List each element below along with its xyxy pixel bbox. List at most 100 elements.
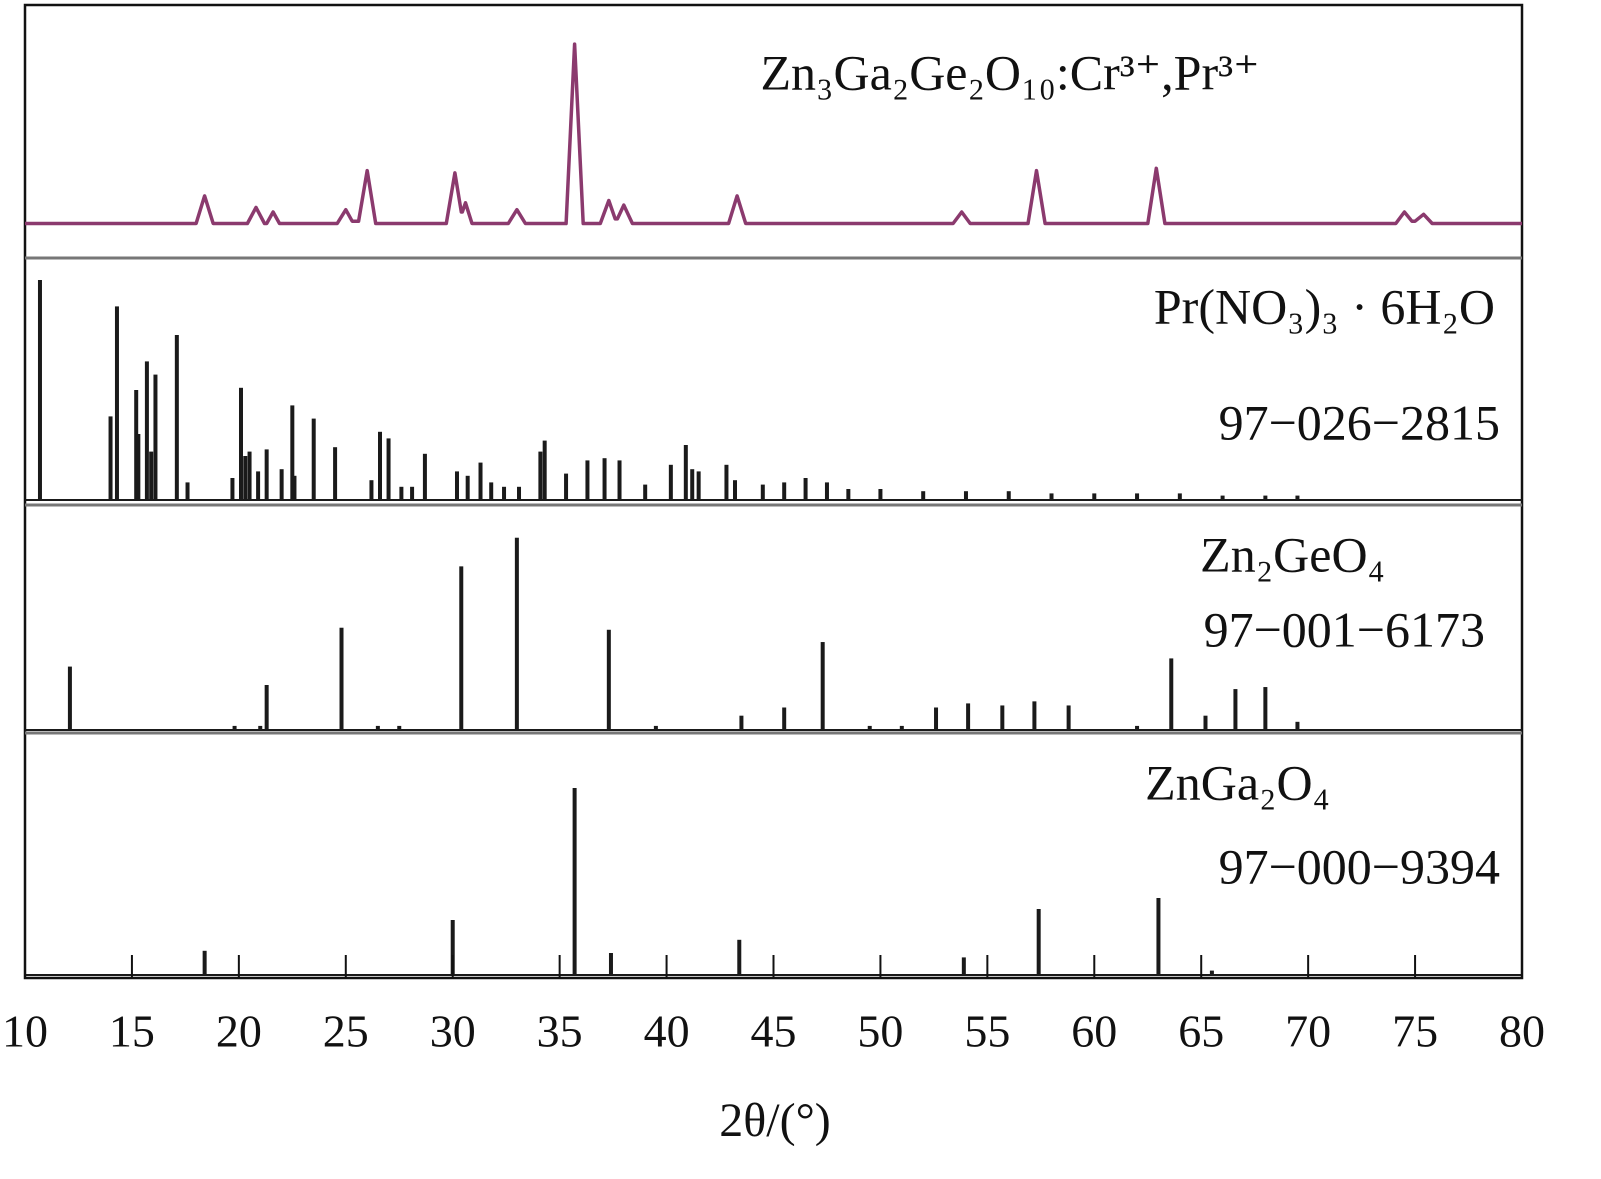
reference-peak xyxy=(243,456,248,500)
x-axis-title: 2θ/(°) xyxy=(719,1094,831,1147)
reference-peak xyxy=(1000,705,1005,730)
reference-peak xyxy=(397,725,402,730)
reference-peak xyxy=(1209,970,1214,975)
pattern-label: Zn₃Ga₂Ge₂O₁₀:Cr³⁺,Pr³⁺ xyxy=(760,44,1259,100)
reference-peak xyxy=(1263,687,1268,730)
reference-peak xyxy=(963,491,968,500)
reference-peak xyxy=(1233,689,1238,730)
reference-peak xyxy=(696,471,701,500)
reference-peak xyxy=(459,566,464,730)
reference-peak xyxy=(450,920,455,975)
reference-peak xyxy=(279,469,284,500)
reference-peak xyxy=(1156,898,1161,975)
reference-peak xyxy=(144,361,149,500)
x-tick-label: 40 xyxy=(644,1006,690,1057)
reference-peak xyxy=(617,460,622,500)
reference-peak xyxy=(202,950,207,975)
reference-peak xyxy=(1220,495,1225,500)
reference-peak xyxy=(290,405,295,500)
reference-peak xyxy=(760,484,765,500)
reference-peak xyxy=(134,390,139,500)
x-tick-label: 55 xyxy=(964,1006,1010,1057)
pattern-line xyxy=(25,42,1522,226)
reference-peak xyxy=(264,685,269,730)
reference-peak xyxy=(878,489,883,500)
reference-peak xyxy=(149,451,154,500)
reference-peak xyxy=(867,725,872,730)
x-tick-label: 20 xyxy=(216,1006,262,1057)
reference-peak xyxy=(824,482,829,500)
reference-peak xyxy=(1135,725,1140,730)
reference-peak xyxy=(1177,493,1182,500)
pattern-label: ZnGa₂O₄ xyxy=(1145,754,1330,810)
reference-peak xyxy=(683,445,688,500)
reference-peak xyxy=(724,464,729,500)
x-tick-label: 50 xyxy=(857,1006,903,1057)
reference-peak xyxy=(668,464,673,500)
reference-peak xyxy=(67,666,72,730)
reference-peak xyxy=(339,627,344,730)
reference-peak xyxy=(489,482,494,500)
reference-peak xyxy=(108,416,113,500)
reference-peak xyxy=(564,473,569,500)
reference-peak xyxy=(465,475,470,500)
reference-peak xyxy=(899,725,904,730)
reference-peak xyxy=(292,475,297,500)
x-tick-label: 10 xyxy=(2,1006,48,1057)
reference-peak xyxy=(606,629,611,730)
reference-peak xyxy=(782,707,787,730)
reference-peak xyxy=(502,486,507,500)
reference-peak xyxy=(846,489,851,500)
reference-peak xyxy=(934,707,939,730)
reference-peak xyxy=(517,486,522,500)
reference-peak xyxy=(803,478,808,500)
reference-peak xyxy=(258,725,263,730)
reference-peak xyxy=(1169,658,1174,730)
reference-peak xyxy=(739,715,744,730)
reference-peak xyxy=(602,458,607,500)
reference-peak xyxy=(966,703,971,730)
x-tick-label: 80 xyxy=(1499,1006,1545,1057)
reference-peak xyxy=(375,725,380,730)
x-tick-label: 60 xyxy=(1071,1006,1117,1057)
reference-peak xyxy=(1049,493,1054,500)
reference-peak xyxy=(1135,493,1140,500)
reference-peak xyxy=(1066,705,1071,730)
reference-peak xyxy=(1006,491,1011,500)
reference-peak xyxy=(386,438,391,500)
reference-peak xyxy=(232,725,237,730)
reference-peak xyxy=(1092,493,1097,500)
reference-peak xyxy=(174,335,179,500)
x-tick-label: 70 xyxy=(1285,1006,1331,1057)
reference-peak xyxy=(921,491,926,500)
reference-peak xyxy=(153,374,158,500)
reference-peak xyxy=(1036,909,1041,975)
reference-peak xyxy=(136,434,141,500)
reference-peak xyxy=(37,280,42,500)
reference-peak xyxy=(422,453,427,500)
reference-peak xyxy=(542,440,547,500)
reference-peak xyxy=(369,480,374,500)
card-number: 97−000−9394 xyxy=(1219,838,1500,894)
reference-peak xyxy=(410,486,415,500)
reference-peak xyxy=(238,387,243,500)
reference-peak xyxy=(185,482,190,500)
reference-peak xyxy=(247,451,252,500)
reference-peak xyxy=(514,537,519,730)
reference-peak xyxy=(572,788,577,975)
reference-peak xyxy=(538,451,543,500)
x-tick-label: 75 xyxy=(1392,1006,1438,1057)
reference-peak xyxy=(378,431,383,500)
card-number: 97−001−6173 xyxy=(1204,601,1485,657)
x-tick-label: 45 xyxy=(751,1006,797,1057)
reference-peak xyxy=(399,486,404,500)
reference-peak xyxy=(608,953,613,975)
card-number: 97−026−2815 xyxy=(1219,394,1500,450)
reference-peak xyxy=(478,462,483,500)
pattern-label: Pr(NO₃)₃ · 6H₂O xyxy=(1154,278,1495,334)
reference-peak xyxy=(820,642,825,730)
reference-peak xyxy=(653,725,658,730)
reference-peak xyxy=(1203,715,1208,730)
x-tick-label: 30 xyxy=(430,1006,476,1057)
